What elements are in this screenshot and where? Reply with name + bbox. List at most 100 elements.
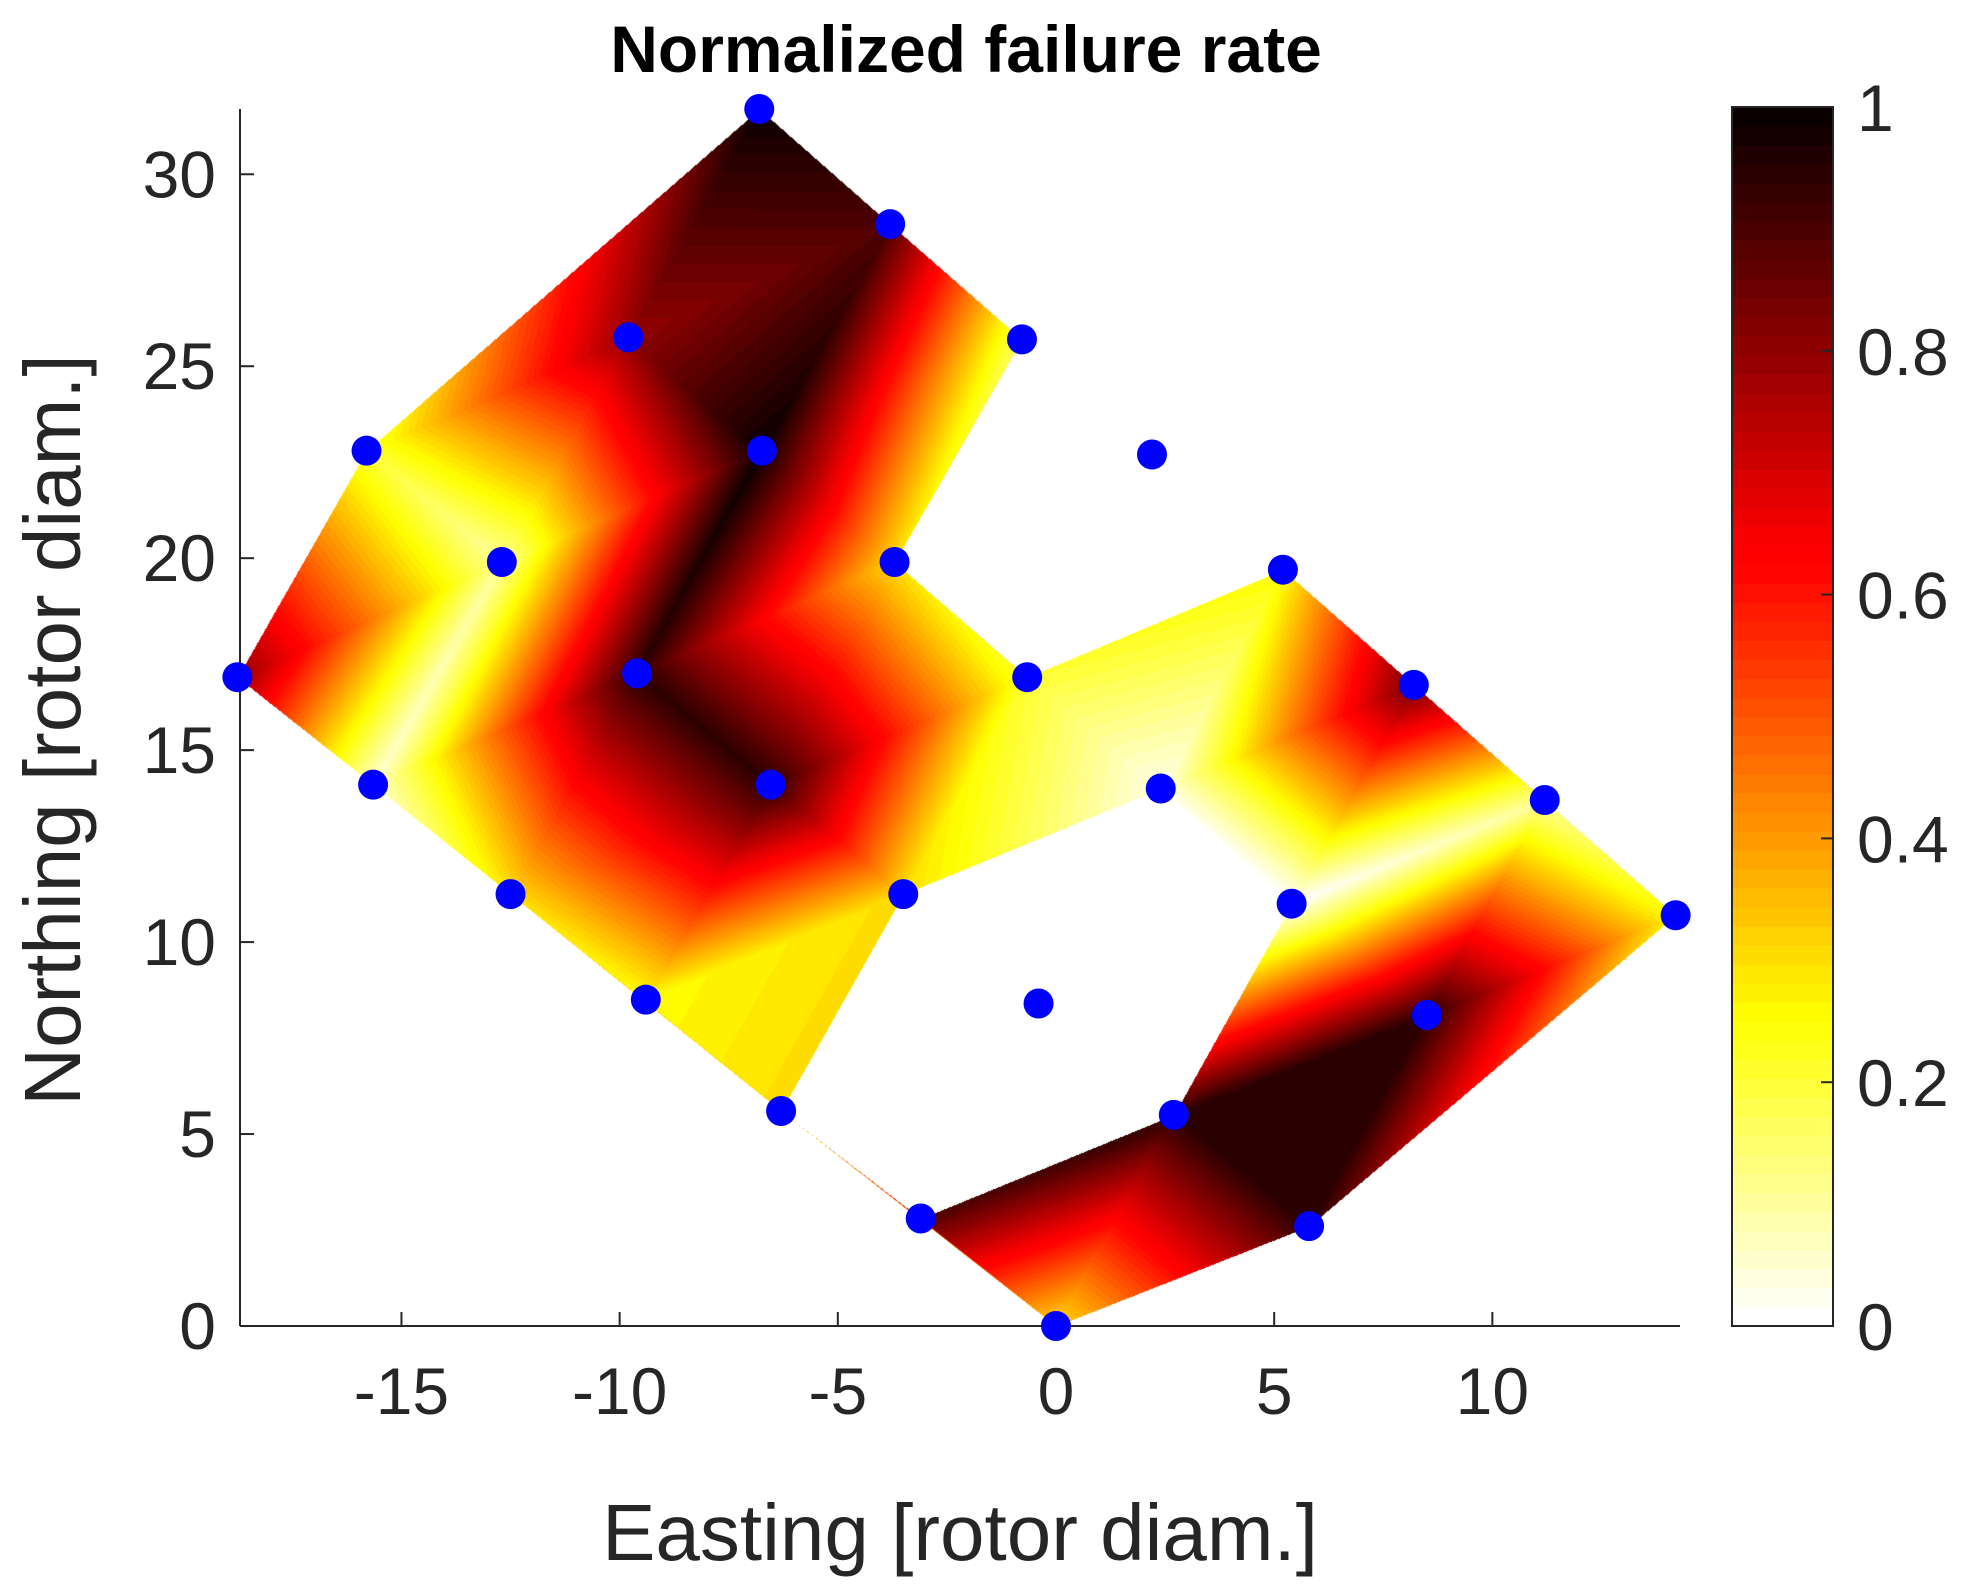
colorbar-tick-label: 0.4 (1857, 802, 1949, 876)
colorbar-swatch (1732, 183, 1833, 203)
chart-title: Normalized failure rate (610, 12, 1322, 86)
turbine-marker (1041, 1311, 1071, 1341)
colorbar-tick-label: 0.8 (1857, 315, 1949, 389)
axes: -15 -10 -5 0 5 10 0 5 10 15 20 25 30 (143, 109, 1680, 1428)
colorbar-swatch (1732, 735, 1833, 756)
turbine-markers (222, 94, 1691, 1341)
turbine-marker (875, 209, 906, 240)
x-tick-label: 5 (1256, 1354, 1293, 1428)
colorbar-swatch (1732, 1192, 1833, 1213)
x-tick-label: 10 (1456, 1354, 1529, 1428)
colorbar-swatch (1732, 906, 1833, 927)
y-tick-label: 15 (143, 713, 216, 787)
turbine-marker (755, 769, 786, 800)
turbine-marker (358, 769, 389, 800)
colorbar-swatch (1732, 1021, 1833, 1041)
colorbar-swatch (1732, 259, 1833, 280)
x-tick-label: -10 (572, 1354, 667, 1428)
colorbar-swatch (1732, 773, 1833, 794)
colorbar-swatch (1732, 659, 1833, 680)
colorbar-tick-label: 1 (1857, 71, 1894, 145)
turbine-marker (1529, 785, 1560, 816)
colorbar-swatch (1732, 926, 1833, 946)
colorbar-swatch (1732, 1002, 1833, 1022)
colorbar-swatch (1732, 602, 1833, 622)
colorbar-swatch (1732, 202, 1833, 222)
colorbar-swatch (1732, 316, 1833, 337)
colorbar: 0 0.2 0.4 0.6 0.8 1 (1731, 71, 1949, 1364)
colorbar-swatch (1732, 1230, 1833, 1251)
colorbar-swatch (1732, 373, 1833, 394)
y-tick-label: 10 (143, 905, 216, 979)
colorbar-swatch (1732, 430, 1833, 451)
colorbar-swatch (1732, 1097, 1833, 1118)
colorbar-swatch (1732, 126, 1833, 146)
turbine-marker (622, 658, 653, 689)
colorbar-swatch (1732, 1287, 1833, 1308)
x-axis-label: Easting [rotor diam.] (602, 1488, 1318, 1577)
colorbar-swatch (1732, 164, 1833, 184)
turbine-marker (879, 547, 910, 578)
turbine-marker (746, 435, 777, 466)
colorbar-swatch (1732, 1059, 1833, 1079)
colorbar-swatch (1732, 583, 1833, 603)
turbine-marker (613, 322, 644, 353)
colorbar-swatch (1732, 1268, 1833, 1289)
colorbar-tick-label: 0.2 (1857, 1046, 1949, 1120)
colorbar-swatch (1732, 792, 1833, 813)
colorbar-swatch (1732, 411, 1833, 432)
colorbar-swatch (1732, 335, 1833, 356)
turbine-marker (1398, 669, 1429, 700)
turbine-marker (1276, 888, 1307, 919)
colorbar-swatch (1732, 621, 1833, 641)
colorbar-swatch (1732, 678, 1833, 699)
colorbar-swatch (1732, 1306, 1833, 1327)
colorbar-swatch (1732, 1154, 1833, 1175)
colorbar-swatch (1732, 468, 1833, 489)
colorbar-swatch (1732, 1173, 1833, 1194)
colorbar-swatch (1732, 1135, 1833, 1156)
turbine-marker (1660, 900, 1691, 931)
turbine-marker (222, 662, 253, 693)
turbine-marker (766, 1096, 797, 1127)
colorbar-swatch (1732, 107, 1833, 127)
colorbar-swatch (1732, 392, 1833, 413)
turbine-marker (1137, 439, 1167, 470)
turbine-marker (486, 547, 517, 578)
turbine-marker (495, 879, 526, 910)
turbine-marker (888, 879, 919, 910)
colorbar-frame (1731, 106, 1834, 1327)
turbine-marker (1294, 1211, 1325, 1242)
colorbar-swatch (1732, 964, 1833, 984)
colorbar-swatch (1732, 449, 1833, 470)
colorbar-swatch (1732, 487, 1833, 508)
y-axis-label: Northing [rotor diam.] (8, 354, 97, 1105)
colorbar-swatch (1732, 887, 1833, 908)
colorbar-swatch (1732, 868, 1833, 889)
y-tick-label: 30 (143, 137, 216, 211)
colorbar-swatch (1732, 754, 1833, 775)
turbine-marker (905, 1203, 936, 1234)
turbine-marker (1023, 988, 1054, 1019)
colorbar-swatch (1732, 849, 1833, 870)
x-tick-label: 0 (1038, 1354, 1075, 1428)
colorbar-swatch (1732, 1211, 1833, 1232)
turbine-marker (1267, 554, 1298, 585)
y-tick-label: 5 (179, 1097, 216, 1171)
turbine-marker (1145, 773, 1176, 804)
turbine-marker (1158, 1099, 1189, 1130)
turbine-marker (1411, 1000, 1442, 1031)
colorbar-swatch (1732, 526, 1833, 546)
x-tick-label: -15 (354, 1354, 449, 1428)
colorbar-swatch (1732, 354, 1833, 375)
colorbar-swatch (1732, 830, 1833, 851)
colorbar-swatch (1732, 221, 1833, 241)
colorbar-swatch (1732, 983, 1833, 1003)
colorbar-swatch (1732, 811, 1833, 832)
colorbar-swatch (1732, 1116, 1833, 1137)
turbine-marker (1012, 662, 1043, 693)
colorbar-swatch (1732, 640, 1833, 660)
